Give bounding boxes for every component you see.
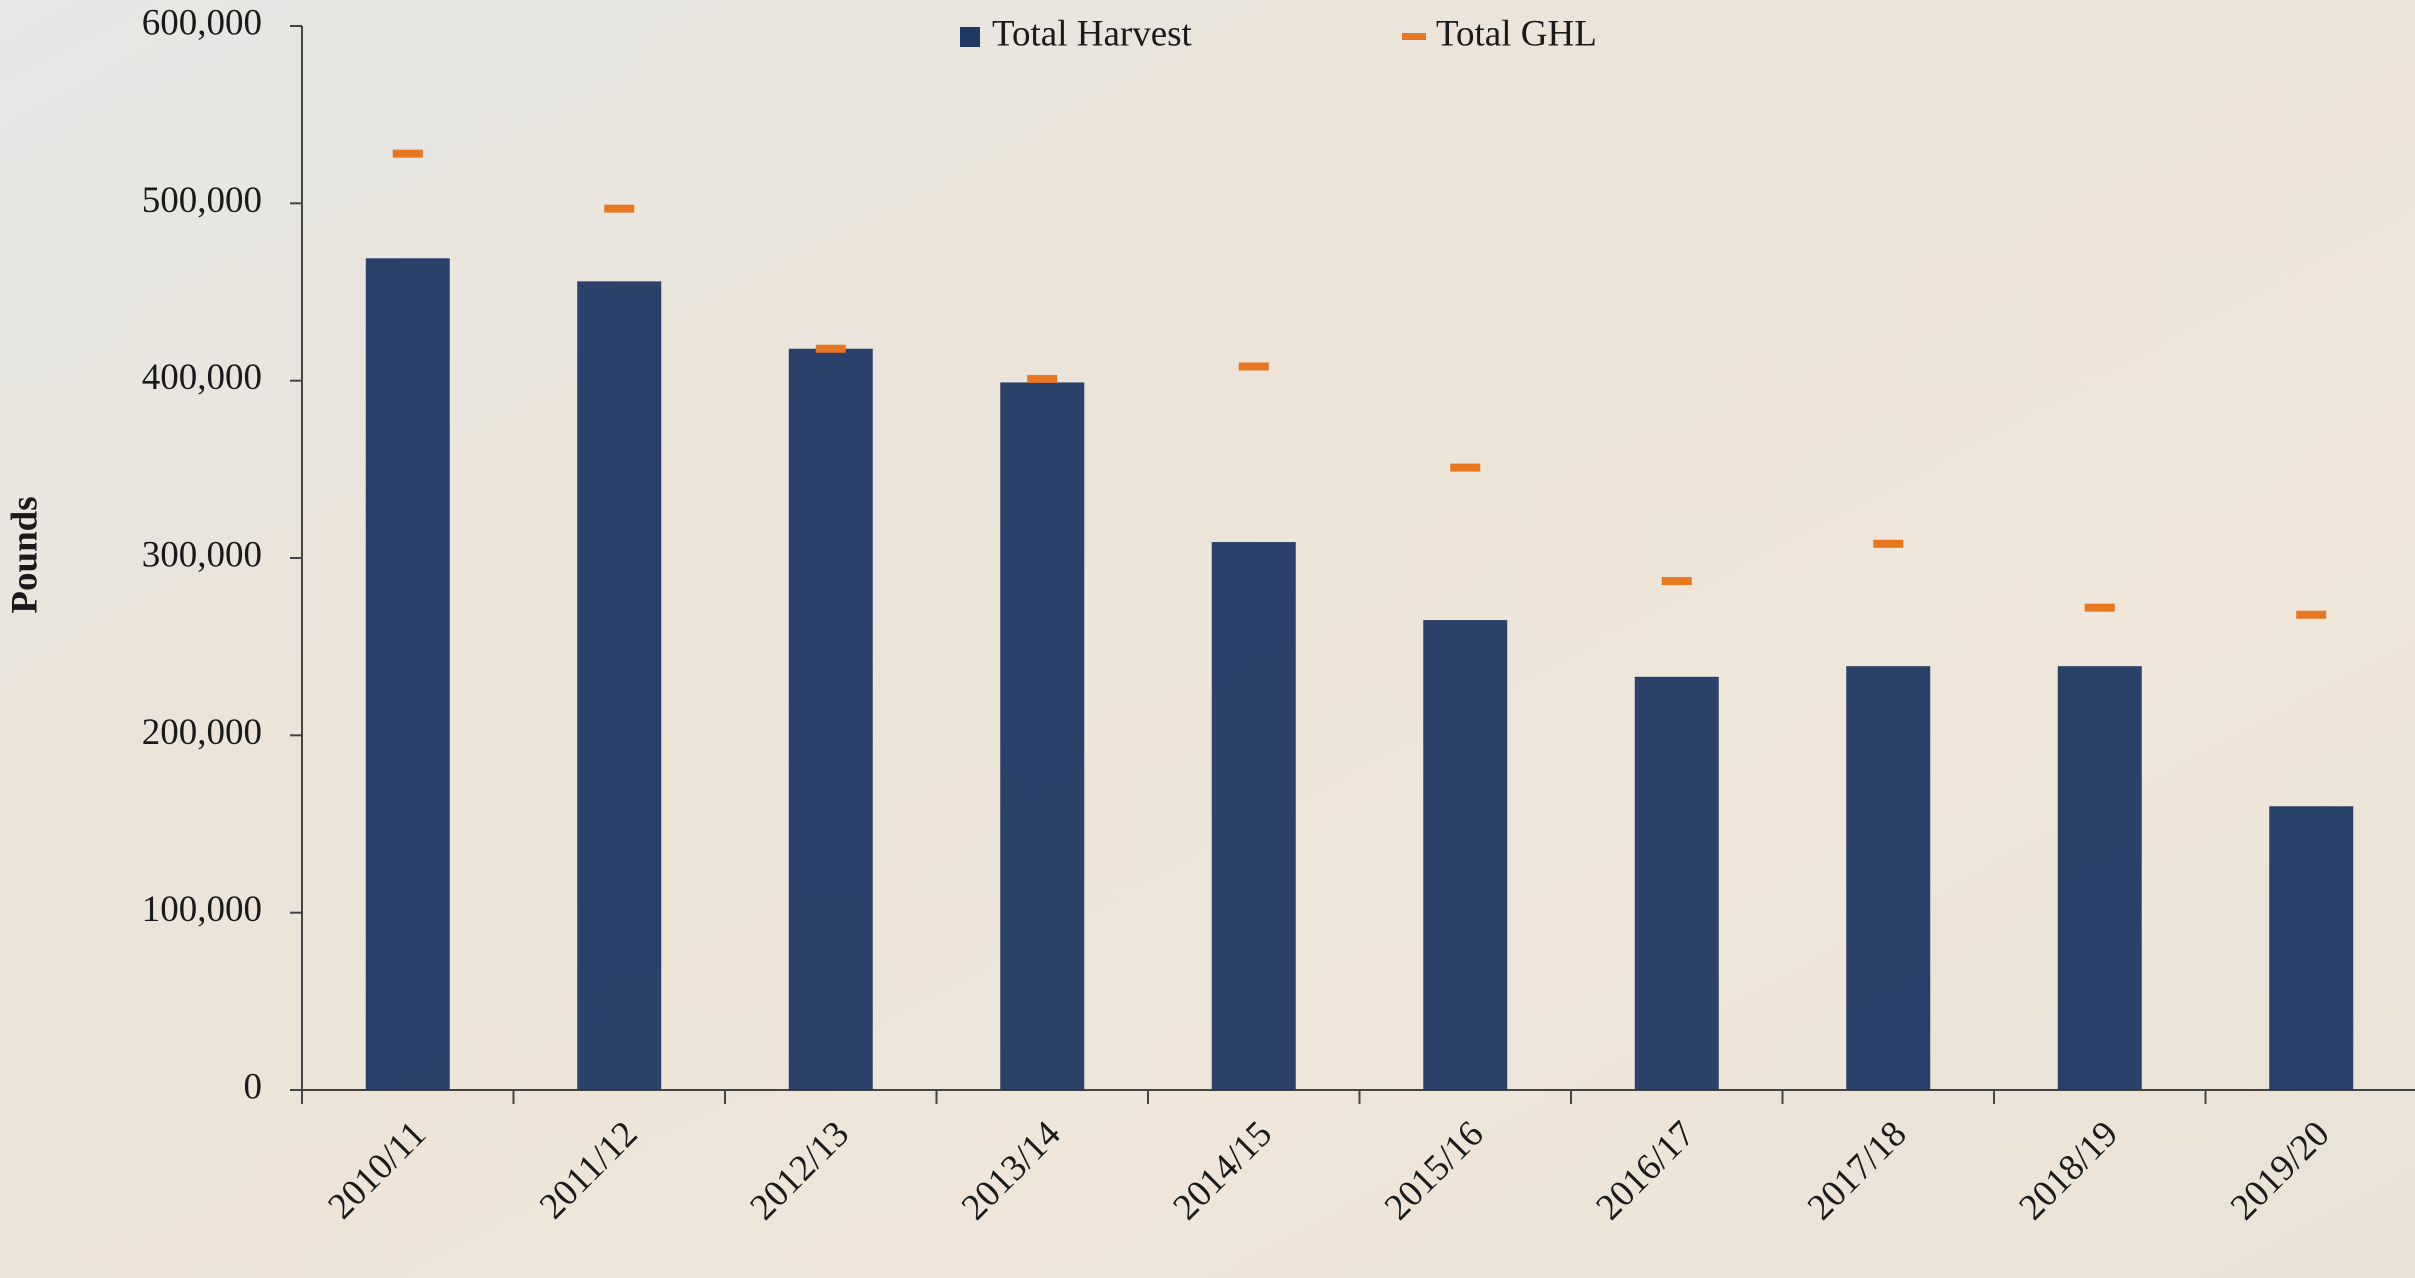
bar: [1846, 666, 1930, 1090]
bar: [1423, 620, 1507, 1090]
ghl-marker: [2296, 611, 2326, 619]
page: {"chart_data": { "type": "bar", "y_label…: [0, 0, 2415, 1278]
y-tick-label: 500,000: [142, 180, 262, 221]
ghl-marker: [1450, 464, 1480, 472]
ghl-marker: [1239, 362, 1269, 370]
bar: [1635, 677, 1719, 1090]
legend-swatch: [960, 27, 980, 47]
y-tick-label: 0: [244, 1066, 263, 1107]
bar: [577, 281, 661, 1090]
ghl-marker: [1873, 540, 1903, 548]
bar: [2269, 806, 2353, 1090]
y-tick-label: 200,000: [142, 712, 262, 753]
legend-label: Total Harvest: [992, 13, 1193, 54]
bar: [2058, 666, 2142, 1090]
ghl-marker: [1027, 375, 1057, 383]
bar: [1000, 382, 1084, 1090]
bar: [366, 258, 450, 1090]
ghl-marker: [1662, 577, 1692, 585]
ghl-marker: [2085, 604, 2115, 612]
bar: [789, 349, 873, 1090]
legend-label: Total GHL: [1436, 13, 1597, 54]
y-tick-label: 400,000: [142, 357, 262, 398]
ghl-marker: [393, 150, 423, 158]
y-tick-label: 100,000: [142, 889, 262, 930]
ghl-marker: [816, 345, 846, 353]
background: [0, 0, 2415, 1278]
bar: [1212, 542, 1296, 1090]
y-tick-label: 600,000: [142, 2, 262, 43]
legend-swatch: [1402, 33, 1426, 40]
y-axis-label: Pounds: [4, 496, 45, 613]
ghl-marker: [604, 205, 634, 213]
chart: Pounds 0 100,000 200,000 300,000 400,000 500,…: [0, 0, 2415, 1278]
y-tick-label: 300,000: [142, 534, 262, 575]
